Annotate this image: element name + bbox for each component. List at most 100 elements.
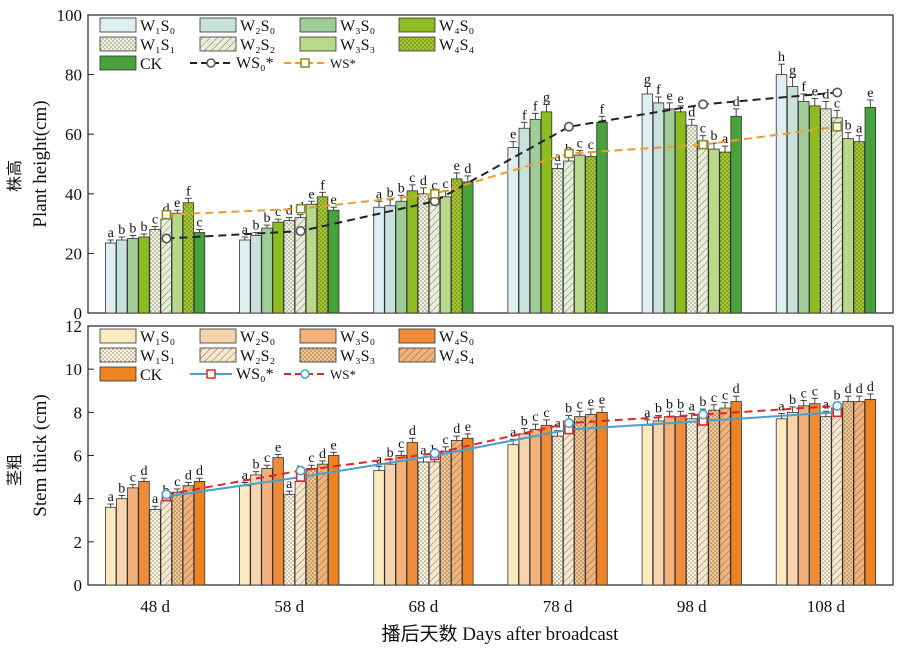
bar-stem-8-4: d xyxy=(730,382,742,586)
line-point xyxy=(161,233,172,244)
y-tick-label: 0 xyxy=(74,304,83,323)
bar-stem-2-3: c xyxy=(529,410,542,586)
legend-item: W₄S₀ xyxy=(398,328,474,346)
bar-height-3-1: c xyxy=(272,205,284,314)
y-tick-label: 60 xyxy=(65,125,82,144)
bar xyxy=(786,86,799,314)
significance-letter: h xyxy=(778,50,785,65)
significance-letter: d xyxy=(420,174,427,189)
bar-stem-2-2: c xyxy=(395,437,407,586)
bar-height-8-4: d xyxy=(730,95,742,314)
significance-letter: f xyxy=(801,80,806,95)
legend-label: CK xyxy=(140,367,163,384)
significance-letter: d xyxy=(845,382,852,397)
significance-letter: c xyxy=(443,177,449,192)
legend-item: W₃S₀ xyxy=(299,17,375,35)
y-axis-label-cn: 株高 xyxy=(6,160,24,192)
significance-letter: e xyxy=(599,393,605,408)
line-point xyxy=(832,400,843,411)
significance-letter: b xyxy=(140,220,147,235)
legend-item-line: WS* xyxy=(284,56,356,71)
bar-height-5-4: c xyxy=(697,122,709,314)
bar-pattern xyxy=(686,418,698,585)
legend-item: W₄S₄ xyxy=(398,36,475,54)
legend-item: W₂S₀ xyxy=(199,17,275,35)
bar-stem-6-1: c xyxy=(305,451,318,586)
bar-stem-8-3: e xyxy=(596,393,608,586)
y-tick-label: 80 xyxy=(65,66,82,85)
x-tick-label: 108 d xyxy=(807,597,846,616)
bar-stem-1-5: b xyxy=(786,393,799,586)
legend-item: W₁S₀ xyxy=(99,17,175,35)
bar xyxy=(674,111,687,314)
bar-height-4-3: a xyxy=(551,150,564,314)
line-point xyxy=(698,409,709,420)
bar xyxy=(439,196,452,314)
bar-height-2-5: f xyxy=(798,80,810,314)
bar xyxy=(384,205,396,314)
bar-stem-8-0: d xyxy=(193,464,206,586)
bar xyxy=(373,206,385,314)
significance-letter: d xyxy=(867,380,874,395)
legend-label: W₃S₃ xyxy=(340,348,375,365)
x-tick-label: 98 d xyxy=(677,597,707,616)
significance-letter: a xyxy=(554,417,561,432)
line-point xyxy=(161,489,172,500)
significance-letter: c xyxy=(722,389,728,404)
line-point xyxy=(564,148,574,159)
bar-height-6-1: e xyxy=(305,187,318,314)
significance-letter: c xyxy=(543,406,549,421)
significance-letter: g xyxy=(543,90,550,105)
y-tick-label: 8 xyxy=(74,403,83,422)
bar xyxy=(730,401,742,586)
y-tick-label: 12 xyxy=(65,317,82,336)
bar-stem-3-4: b xyxy=(674,397,687,586)
bar xyxy=(373,470,385,586)
bar-height-5-3: b xyxy=(562,143,575,314)
bar xyxy=(775,74,788,314)
bar xyxy=(574,154,586,314)
legend: W₁S₀ W₂S₀ W₃S₀ W₄S₀ W₁S₁ W₂S₂ W₃S₃ W₄S₄ CK WS₀* WS… xyxy=(99,328,475,384)
bar-height-2-4: e xyxy=(663,89,676,314)
bar-stem-0-5: a xyxy=(775,399,788,586)
bar-height-4-2: d xyxy=(417,174,430,314)
legend-label: WS₀* xyxy=(236,55,274,72)
bar-pattern xyxy=(317,464,328,585)
bar-height-0-3: e xyxy=(507,128,519,314)
bar-pattern xyxy=(563,420,574,585)
bar-pattern xyxy=(563,161,574,313)
significance-letter: e xyxy=(678,92,684,107)
bar-stem-2-1: c xyxy=(261,451,273,586)
x-tick-label: 58 d xyxy=(274,597,304,616)
bar-pattern xyxy=(317,196,328,313)
legend-label: W₁S₀ xyxy=(140,18,175,35)
line-point xyxy=(698,139,708,150)
y-axis-label: Plant height(cm) xyxy=(30,100,51,227)
legend-label: W₂S₀ xyxy=(240,329,275,346)
significance-letter: a xyxy=(856,122,863,137)
significance-letter: c xyxy=(409,171,415,186)
significance-letter: c xyxy=(588,138,594,153)
bar-height-4-1: d xyxy=(283,204,295,314)
bar-stem-3-1: e xyxy=(272,440,284,586)
bar xyxy=(663,108,676,314)
legend-label: W₄S₀ xyxy=(439,329,474,346)
legend-item: W₃S₀ xyxy=(299,328,375,346)
significance-letter: c xyxy=(700,122,706,137)
legend-label: W₃S₀ xyxy=(340,329,375,346)
significance-letter: d xyxy=(286,204,293,219)
bar xyxy=(518,127,530,314)
legend-label: W₂S₂ xyxy=(240,37,275,54)
bar-height-7-4: a xyxy=(719,132,731,314)
bar xyxy=(116,239,128,314)
bar-stem-5-5: b xyxy=(831,389,843,586)
bar xyxy=(462,181,474,314)
bar xyxy=(786,411,799,586)
y-axis-label-cn: 茎粗 xyxy=(6,454,24,486)
significance-letter: b xyxy=(710,129,717,144)
series-line-1 xyxy=(166,404,838,496)
bar-pattern xyxy=(149,229,161,313)
significance-letter: c xyxy=(577,397,583,412)
bar xyxy=(104,242,117,314)
legend-label: WS₀* xyxy=(236,366,274,383)
